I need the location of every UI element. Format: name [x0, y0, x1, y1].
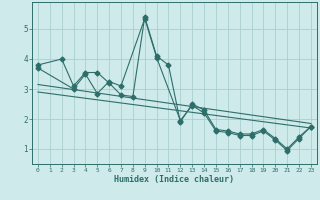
- X-axis label: Humidex (Indice chaleur): Humidex (Indice chaleur): [115, 175, 234, 184]
